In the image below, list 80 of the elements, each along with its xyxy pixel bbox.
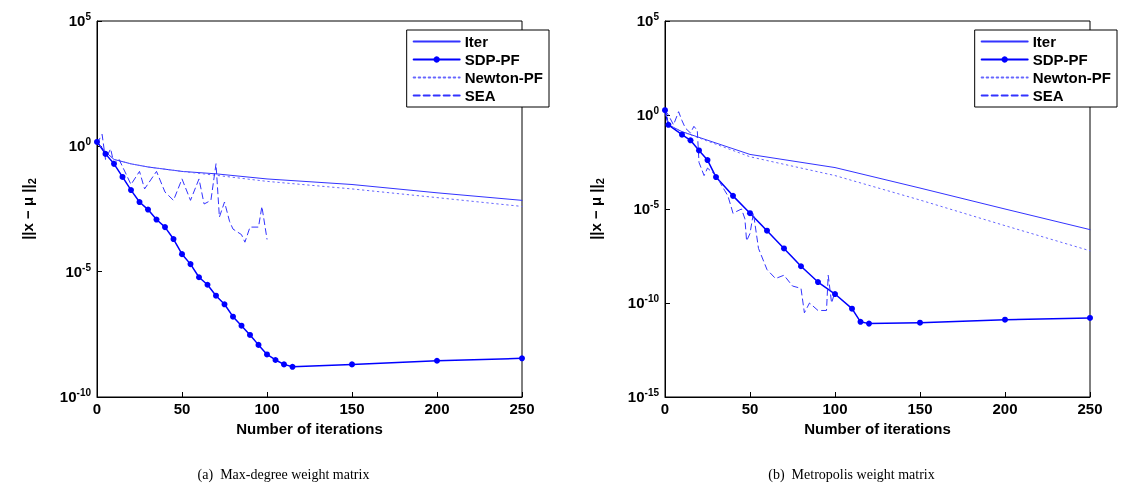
- point: [832, 291, 838, 298]
- point: [264, 351, 270, 358]
- x-tick-label: 200: [424, 400, 450, 417]
- point: [849, 305, 855, 312]
- point: [102, 150, 109, 157]
- point: [221, 301, 228, 308]
- point: [204, 281, 211, 288]
- point: [747, 210, 753, 217]
- x-tick-label: 150: [339, 400, 365, 417]
- point: [136, 199, 143, 206]
- point: [196, 274, 202, 281]
- point: [815, 279, 821, 286]
- y-tick-label: 10$^{-15}$: [627, 387, 659, 406]
- x-tick-label: 100: [822, 400, 848, 417]
- point: [434, 357, 440, 364]
- point: [665, 121, 672, 128]
- point: [798, 263, 804, 270]
- point: [349, 361, 355, 368]
- x-tick-label: 250: [1077, 400, 1103, 417]
- x-tick-label: 100: [254, 400, 280, 417]
- point: [781, 245, 787, 252]
- point: [111, 160, 117, 167]
- point: [704, 157, 711, 164]
- x-axis-title: Number of iterations: [804, 419, 951, 437]
- point: [730, 192, 736, 199]
- point: [519, 355, 525, 362]
- point: [230, 313, 236, 320]
- x-tick-label: 200: [992, 400, 1018, 417]
- x-tick-label: 0: [660, 400, 670, 417]
- point: [247, 331, 253, 338]
- legend-label: Newton-PF: [464, 69, 543, 86]
- legend-label: SEA: [1032, 87, 1064, 104]
- text: (b) Metropolis weight matrix: [768, 466, 935, 483]
- point: [170, 236, 177, 243]
- x-tick-label: 50: [741, 400, 759, 417]
- point: [866, 320, 872, 327]
- y-tick-label: 10$^{0}$: [68, 136, 91, 156]
- point: [187, 261, 194, 268]
- point: [1087, 314, 1093, 321]
- point: [713, 174, 719, 181]
- point: [179, 251, 185, 258]
- text: (a) Max-degree weight matrix: [197, 466, 370, 483]
- y-tick-label: 10$^{-10}$: [627, 293, 659, 312]
- y-tick-label: 10$^{-5}$: [633, 199, 659, 218]
- x-tick-label: 250: [509, 400, 535, 417]
- point: [119, 173, 126, 180]
- legend-label: SEA: [464, 87, 496, 104]
- x-tick-label: 0: [92, 400, 102, 417]
- point: [255, 341, 262, 348]
- legend-label: SDP-PF: [464, 51, 520, 68]
- legend-label: Newton-PF: [1032, 69, 1111, 86]
- point: [662, 107, 668, 114]
- point: [857, 318, 864, 325]
- x-tick-label: 150: [907, 400, 933, 417]
- x-tick-label: 50: [173, 400, 191, 417]
- point: [281, 361, 287, 368]
- y-axis-title: ||x − μ ||2: [19, 178, 38, 240]
- y-tick-label: 10$^{5}$: [68, 11, 91, 30]
- x-axis-title: Number of iterations: [236, 419, 383, 437]
- point: [94, 138, 100, 145]
- point: [162, 224, 168, 231]
- point: [679, 131, 685, 138]
- point: [153, 216, 160, 223]
- y-tick-label: 10$^{0}$: [636, 105, 659, 124]
- legend-label: SDP-PF: [1032, 51, 1088, 68]
- y-tick-label: 10$^{-10}$: [59, 387, 91, 406]
- point: [145, 206, 151, 213]
- legend-label: Iter: [1032, 33, 1057, 50]
- point: [917, 319, 923, 326]
- point: [764, 227, 770, 234]
- point: [289, 363, 296, 370]
- y-axis-title: ||x − μ ||2: [587, 178, 606, 240]
- y-tick-label: 10$^{5}$: [636, 11, 659, 30]
- point: [128, 187, 134, 194]
- legend-label: Iter: [464, 33, 489, 50]
- point: [272, 356, 279, 363]
- y-tick-label: 10$^{-5}$: [65, 261, 91, 281]
- point: [696, 147, 702, 154]
- point: [213, 292, 219, 299]
- point: [1002, 316, 1008, 323]
